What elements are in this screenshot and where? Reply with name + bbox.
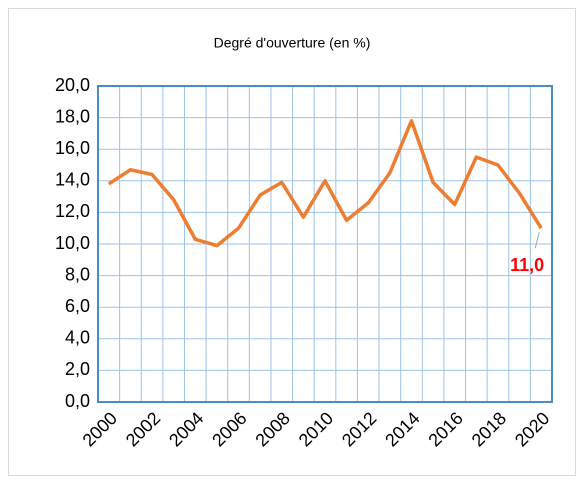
y-tick-label: 12,0 [55, 201, 90, 221]
data-label: 11,0 [510, 255, 544, 275]
label-leader [534, 232, 540, 249]
y-tick-label: 8,0 [65, 264, 90, 284]
y-tick-label: 0,0 [65, 391, 90, 411]
y-tick-label: 6,0 [65, 296, 90, 316]
chart-title: Degré d'ouverture (en %) [214, 35, 371, 51]
y-tick-label: 18,0 [55, 106, 90, 126]
chart-frame [8, 8, 576, 476]
line [107, 119, 543, 248]
y-tick-label: 2,0 [65, 359, 90, 379]
y-tick-label: 16,0 [55, 138, 90, 158]
y-tick-label: 10,0 [55, 233, 90, 253]
y-tick-label: 14,0 [55, 170, 90, 190]
y-tick-label: 20,0 [55, 75, 90, 95]
y-tick-label: 4,0 [65, 328, 90, 348]
plot-border [97, 85, 553, 403]
